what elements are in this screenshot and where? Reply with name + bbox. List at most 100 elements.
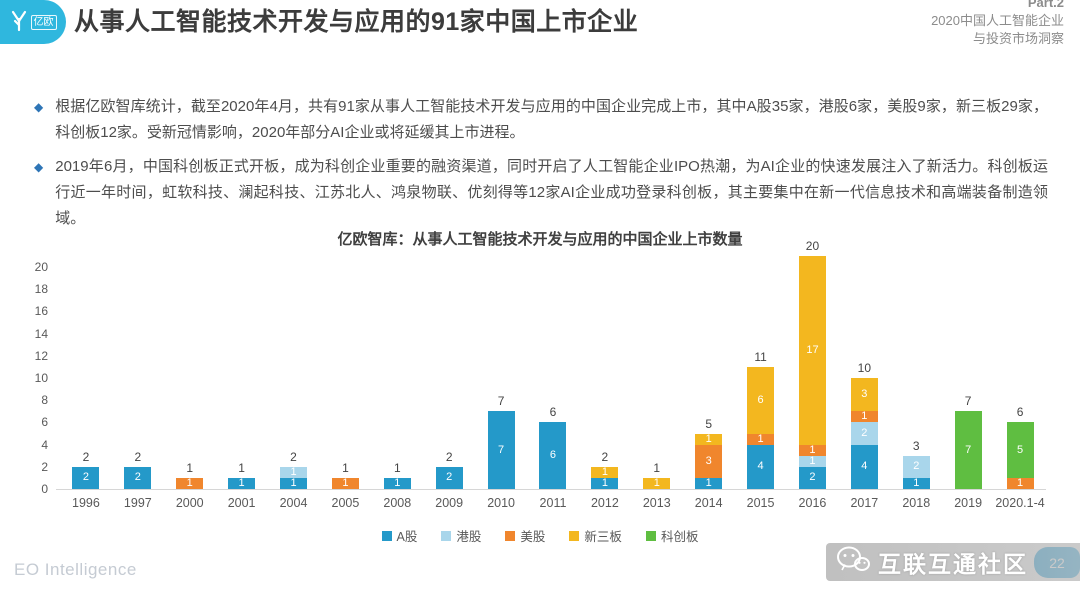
bar-segment-美股: 1: [850, 410, 878, 423]
bar-total-label: 11: [754, 349, 767, 364]
bar-total-label: 1: [653, 460, 661, 475]
legend-label: 科创板: [660, 530, 699, 544]
yiou-logo: 亿欧: [0, 0, 66, 44]
bar-segment-港股: 1: [280, 465, 308, 478]
bar-segment-value: 1: [290, 476, 297, 489]
yiou-logo-text: 亿欧: [30, 14, 57, 30]
x-tick-label: 2008: [383, 496, 412, 510]
bar-segment-value: 4: [861, 460, 868, 473]
bar-segment-A股: 2: [435, 466, 463, 489]
bar-segment-value: 1: [913, 476, 920, 489]
diamond-bullet-icon: ◆: [34, 100, 44, 114]
bar-segment-A股: 4: [747, 444, 775, 489]
x-tick-label: 2016: [798, 496, 827, 510]
bar-segment-新三板: 1: [695, 432, 723, 445]
x-tick-label: 2005: [331, 496, 360, 510]
legend-label: A股: [396, 530, 418, 544]
stacked-bar: 7: [954, 411, 982, 489]
bar-segment-value: 1: [1016, 476, 1024, 489]
legend-label: 新三板: [584, 530, 622, 544]
part-block: Part.2 2020中国人工智能企业 与投资市场洞察: [931, 0, 1064, 48]
chart-column: 11 6 1 4 2015: [735, 257, 787, 510]
part-subtitle-line1: 2020中国人工智能企业: [931, 13, 1064, 28]
stacked-bar: 2: [124, 466, 152, 489]
y-tick-label: 18: [34, 282, 48, 297]
stacked-bar: 6 1 4: [747, 366, 775, 489]
bar-segment-value: 1: [394, 476, 401, 489]
chart-column: 6 6 2011: [527, 257, 579, 510]
x-tick-label: 2000: [175, 496, 204, 510]
legend-item-美股: 美股: [505, 526, 545, 545]
chart-column: 1 1 2001: [216, 257, 268, 510]
chart-column: 6 5 1 2020.1-4: [994, 257, 1046, 510]
stacked-bar: 1: [331, 476, 359, 489]
bar-segment-value: 1: [342, 476, 349, 489]
bar-segment-美股: 1: [747, 432, 775, 445]
bar-segment-value: 3: [861, 388, 868, 401]
bar-segment-新三板: 17: [798, 255, 826, 445]
bar-total-label: 3: [912, 438, 920, 453]
legend-swatch: [645, 530, 656, 541]
y-tick-label: 8: [41, 393, 48, 408]
bar-segment-value: 2: [134, 471, 141, 484]
bar-total-label: 2: [290, 449, 297, 464]
bar-total-label: 1: [342, 460, 349, 475]
x-tick-label: 2009: [435, 496, 464, 510]
chart-column: 1 1 2005: [319, 257, 371, 510]
yiou-logo-icon: [10, 8, 28, 37]
legend-swatch: [441, 530, 452, 541]
bar-total-label: 2: [82, 449, 90, 464]
x-tick-label: 2017: [850, 496, 879, 510]
bar-segment-value: 2: [913, 460, 920, 473]
chart-column: 7 7 2010: [475, 257, 527, 510]
bar-segment-美股: 1: [1006, 476, 1034, 489]
bar-segment-新三板: 3: [850, 378, 878, 412]
stacked-bar: 1: [176, 477, 204, 489]
bar-segment-美股: 1: [798, 444, 826, 456]
y-tick-label: 20: [34, 260, 48, 274]
legend-item-港股: 港股: [441, 526, 481, 545]
legend-item-新三板: 新三板: [569, 526, 622, 545]
bullet-item: ◆ 2019年6月，中国科创板正式开板，成为科创企业重要的融资渠道，同时开启了人…: [34, 154, 1048, 232]
bar-segment-value: 1: [601, 465, 608, 478]
bar-segment-新三板: 1: [643, 477, 671, 489]
bar-segment-科创板: 5: [1006, 422, 1034, 478]
wechat-icon: [836, 545, 870, 580]
legend-label: 港股: [456, 530, 482, 544]
stacked-bar: 2: [72, 466, 100, 489]
stacked-bar: 2: [435, 466, 463, 489]
chart-column: 7 7 2019: [942, 257, 994, 510]
stacked-bar: 3 1 2 4: [850, 378, 878, 489]
y-tick-label: 6: [41, 415, 48, 430]
x-tick-label: 2014: [694, 496, 723, 510]
legend-item-A股: A股: [381, 526, 418, 545]
stacked-bar: 1 3 1: [695, 432, 723, 489]
page-title: 从事人工智能技术开发与应用的91家中国上市企业: [74, 8, 639, 36]
legend-item-科创板: 科创板: [645, 526, 699, 545]
x-tick-label: 2011: [539, 496, 567, 510]
chart-column: 2 2 1996: [60, 257, 112, 510]
bar-segment-value: 1: [290, 465, 297, 478]
x-axis-line: [56, 489, 1046, 490]
y-tick-label: 10: [34, 371, 48, 385]
x-tick-label: 2020.1-4: [995, 496, 1045, 510]
bar-total-label: 10: [857, 361, 872, 376]
bar-segment-value: 1: [705, 432, 712, 445]
bar-segment-value: 1: [861, 410, 868, 423]
bar-total-label: 5: [705, 416, 713, 431]
bar-total-label: 1: [186, 460, 194, 475]
legend-swatch: [569, 530, 580, 541]
chart-column: 5 1 3 1 2014: [683, 257, 735, 510]
bar-segment-value: 1: [705, 476, 712, 489]
stacked-bar: 1: [643, 477, 671, 489]
bar-segment-value: 1: [809, 454, 816, 467]
bar-total-label: 20: [805, 238, 820, 253]
chart-legend: A股 港股 美股 新三板 科创板: [0, 526, 1080, 545]
bar-segment-美股: 1: [331, 476, 359, 489]
bar-segment-value: 1: [757, 432, 764, 445]
watermark-text: 互联互通社区: [878, 551, 1028, 577]
y-tick-label: 12: [34, 348, 48, 363]
x-tick-label: 1996: [72, 496, 100, 510]
